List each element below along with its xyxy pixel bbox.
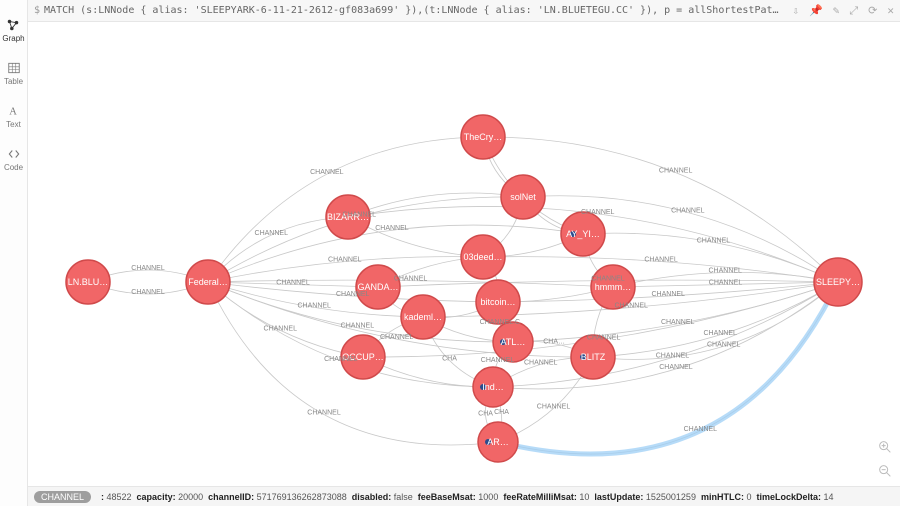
table-icon: [7, 61, 21, 75]
graph-node[interactable]: AR…: [478, 422, 518, 462]
graph-edge-label: CHANNEL: [131, 289, 165, 296]
graph-edge[interactable]: [513, 282, 838, 342]
graph-node[interactable]: 03deed…: [461, 235, 505, 279]
graph-edge[interactable]: [208, 217, 348, 282]
graph-edge-label: CHANNEL: [671, 207, 705, 214]
graph-node[interactable]: SLEEPY…: [814, 258, 862, 306]
graph-edge-label: CHANNEL: [537, 403, 571, 410]
status-property: : 48522: [101, 492, 137, 502]
status-properties: : 48522 capacity: 20000 channelID: 57176…: [101, 492, 839, 502]
node-indicator-dot: [480, 384, 486, 390]
graph-node[interactable]: ATL…: [493, 322, 533, 362]
graph-node[interactable]: LN.BLU…: [66, 260, 110, 304]
graph-node[interactable]: kademl…: [401, 295, 445, 339]
status-property: disabled: false: [352, 492, 418, 502]
status-chip[interactable]: CHANNEL: [34, 491, 91, 503]
graph-node[interactable]: BIZARR…: [326, 195, 370, 239]
rail-table-label: Table: [4, 77, 23, 86]
download-icon[interactable]: ⇩: [792, 4, 799, 18]
graph-node[interactable]: hmmm…: [591, 265, 635, 309]
graph-edge-label: CHANNEL: [310, 169, 344, 176]
close-icon[interactable]: ✕: [887, 4, 894, 18]
view-rail: Graph Table A Text Code: [0, 0, 28, 506]
zoom-in-button[interactable]: [876, 438, 894, 456]
graph-node[interactable]: bitcoin…: [476, 280, 520, 324]
zoom-in-icon: [877, 439, 893, 455]
node-indicator-dot: [570, 231, 576, 237]
rail-graph[interactable]: Graph: [2, 18, 24, 43]
graph-node[interactable]: Ind…: [473, 367, 513, 407]
graph-svg[interactable]: LN.BLU… Federal… BIZARR… GANDA…kademl… OCCUP…: [28, 22, 900, 486]
graph-edge-label: CHANNEL: [341, 323, 375, 330]
graph-node[interactable]: OCCUP…: [341, 335, 385, 379]
status-property: minHTLC: 0: [701, 492, 757, 502]
status-property: timeLockDelta: 14: [756, 492, 838, 502]
zoom-controls: [876, 438, 894, 480]
graph-node[interactable]: Federal…: [186, 260, 230, 304]
node-indicator-dot: [485, 439, 491, 445]
rail-text[interactable]: A Text: [6, 104, 21, 129]
rail-graph-label: Graph: [2, 34, 24, 43]
status-property: lastUpdate: 1525001259: [594, 492, 701, 502]
query-text[interactable]: MATCH (s:LNNode { alias: 'SLEEPYARK-6-11…: [44, 5, 784, 16]
graph-edge-label: CHANNEL: [659, 167, 693, 174]
status-bar: CHANNEL : 48522 capacity: 20000 channelI…: [28, 486, 900, 506]
graph-edge-label: CHANNEL: [255, 230, 289, 237]
graph-edge[interactable]: [613, 282, 838, 287]
graph-edge-label: CHANNEL: [661, 319, 695, 326]
graph-edge[interactable]: [498, 282, 838, 454]
pin-icon[interactable]: 📌: [809, 4, 823, 18]
graph-node[interactable]: GANDA…: [356, 265, 400, 309]
status-property: feeRateMilliMsat: 10: [503, 492, 594, 502]
zoom-out-button[interactable]: [876, 462, 894, 480]
query-bar: $ MATCH (s:LNNode { alias: 'SLEEPYARK-6-…: [28, 0, 900, 22]
graph-icon: [6, 18, 20, 32]
status-property: channelID: 571769136262873088: [208, 492, 352, 502]
graph-edge-label: CHANNEL: [524, 359, 558, 366]
graph-node[interactable]: TheCry…: [461, 115, 505, 159]
graph-node[interactable]: BLITZ: [571, 335, 615, 379]
rail-table[interactable]: Table: [4, 61, 23, 86]
graph-node[interactable]: solNet: [501, 175, 545, 219]
rail-text-label: Text: [6, 120, 21, 129]
graph-edge-label: CHANNEL: [307, 410, 341, 417]
query-prompt: $: [34, 5, 40, 16]
code-icon: [7, 147, 21, 161]
graph-edge-label: CHA: [442, 355, 457, 362]
svg-text:A: A: [10, 107, 18, 118]
graph-edge[interactable]: [208, 257, 483, 282]
rail-code[interactable]: Code: [4, 147, 23, 172]
expand-icon[interactable]: ⤢: [849, 4, 858, 18]
graph-canvas[interactable]: LN.BLU… Federal… BIZARR… GANDA…kademl… OCCUP…: [28, 22, 900, 486]
node-indicator-dot: [500, 339, 506, 345]
graph-edge-highlight[interactable]: [498, 282, 838, 454]
graph-node[interactable]: AY_YI…: [561, 212, 605, 256]
graph-edge[interactable]: [208, 282, 363, 357]
graph-edge-label: CHANNEL: [131, 265, 165, 272]
refresh-icon[interactable]: ⟳: [868, 4, 877, 18]
graph-edge[interactable]: [208, 282, 378, 287]
status-property: feeBaseMsat: 1000: [418, 492, 504, 502]
edit-icon[interactable]: ✎: [833, 4, 840, 18]
toolbar-icons: ⇩ 📌 ✎ ⤢ ⟳ ✕: [792, 4, 894, 18]
zoom-out-icon: [877, 463, 893, 479]
graph-edge[interactable]: [493, 282, 838, 387]
graph-edge-label: CHANNEL: [297, 302, 331, 309]
text-icon: A: [6, 104, 20, 118]
status-property: capacity: 20000: [137, 492, 209, 502]
node-indicator-dot: [580, 354, 586, 360]
rail-code-label: Code: [4, 163, 23, 172]
